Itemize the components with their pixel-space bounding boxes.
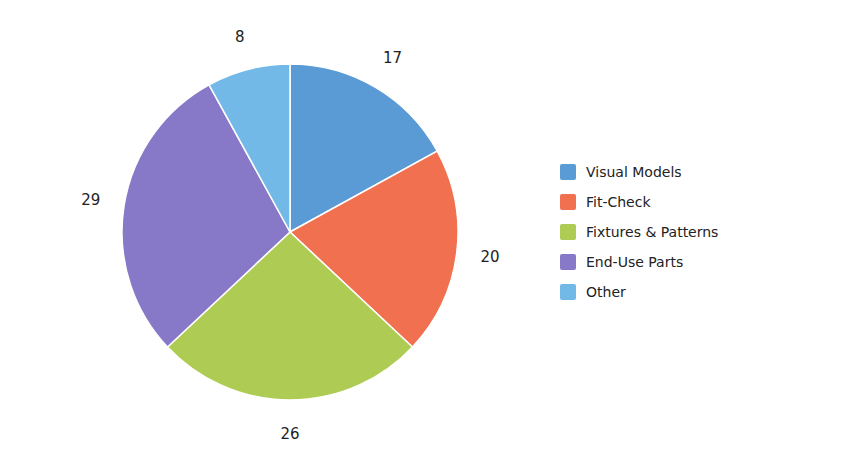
legend: Visual Models Fit-Check Fixtures & Pattern… <box>560 164 718 300</box>
data-label: 17 <box>383 49 402 67</box>
data-label: 20 <box>480 248 499 266</box>
slice <box>209 64 290 232</box>
legend-label: Fit-Check <box>586 194 651 210</box>
slices <box>122 64 458 400</box>
data-label: 26 <box>280 425 299 443</box>
legend-label: End-Use Parts <box>586 254 683 270</box>
legend-swatch <box>560 284 576 300</box>
legend-label: Other <box>586 284 626 300</box>
legend-label: Fixtures & Patterns <box>586 224 718 240</box>
chart: 17 20 26 29 8 Visual Models Fit-Check Fixtures … <box>0 0 856 455</box>
data-label: 8 <box>235 28 245 46</box>
chart-container: 17 20 26 29 8 Visual Models Fit-Check Fixtures … <box>0 0 856 455</box>
legend-swatch <box>560 224 576 240</box>
legend-swatch <box>560 164 576 180</box>
legend-label: Visual Models <box>586 164 682 180</box>
data-label: 29 <box>81 191 100 209</box>
legend-swatch <box>560 254 576 270</box>
legend-swatch <box>560 194 576 210</box>
data-labels: 17 20 26 29 8 <box>81 28 499 443</box>
